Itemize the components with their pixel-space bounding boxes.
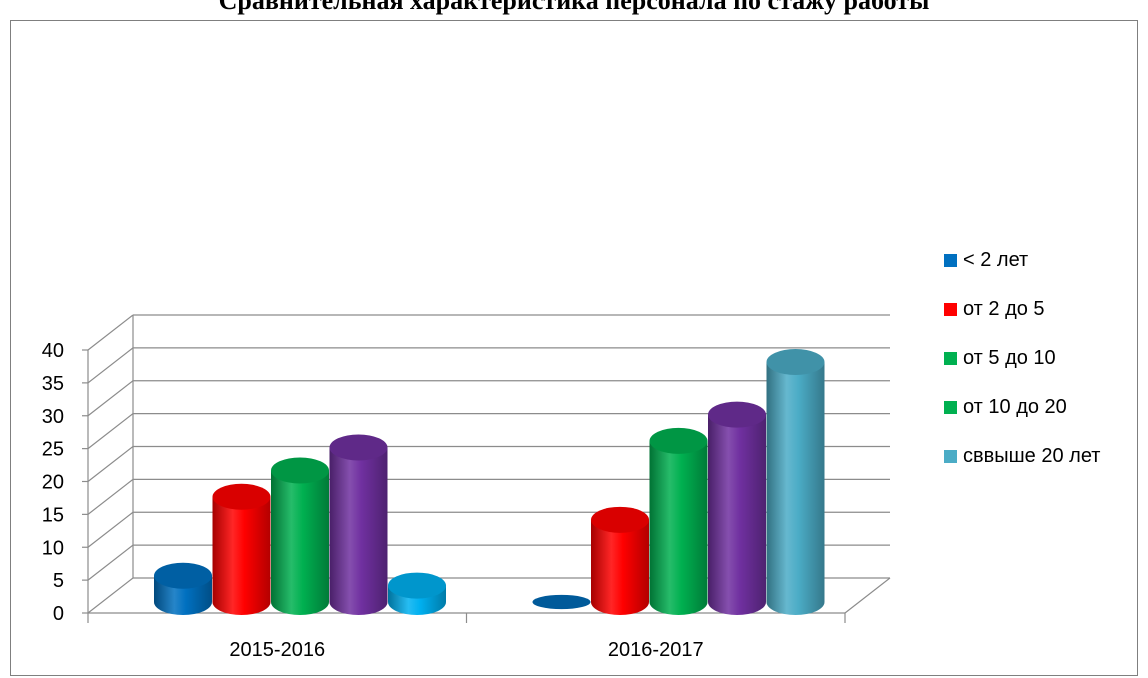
gridline-side	[87, 544, 134, 581]
bar-top	[388, 572, 446, 599]
chart-frame	[10, 20, 1138, 676]
legend-item: от 5 до 10	[944, 334, 1100, 383]
bar-top	[212, 483, 271, 510]
bar-top	[766, 349, 825, 376]
legend-item: сввыше 20 лет	[944, 432, 1100, 481]
bar-top	[591, 506, 649, 533]
x-tick-label: 2015-2016	[229, 639, 325, 661]
legend-label: от 5 до 10	[963, 347, 1056, 369]
gridline-side	[87, 314, 134, 351]
bar	[329, 447, 388, 615]
y-tick-label: 10	[42, 537, 64, 559]
legend-swatch	[944, 401, 957, 414]
y-tick-label: 30	[42, 406, 64, 428]
y-tick-label: 20	[42, 472, 64, 494]
bar-top	[649, 427, 708, 454]
y-tick-label: 40	[42, 340, 64, 362]
bar	[708, 414, 766, 615]
legend-swatch	[944, 254, 957, 267]
y-tick-label: 5	[53, 570, 64, 592]
legend-label: сввыше 20 лет	[963, 445, 1101, 467]
legend-label: от 10 до 20	[963, 396, 1067, 418]
gridline-side	[87, 380, 134, 417]
bar-top	[708, 401, 766, 428]
legend-label: < 2 лет	[963, 249, 1029, 271]
gridline-side	[87, 478, 134, 515]
bar-top	[154, 562, 212, 589]
bar	[532, 594, 591, 610]
legend-item: < 2 лет	[944, 236, 1100, 285]
gridline-side	[87, 511, 134, 548]
gridline-side	[87, 577, 134, 614]
legend-item: от 2 до 5	[944, 285, 1100, 334]
floor-edge	[844, 577, 891, 614]
bar-top	[271, 457, 329, 484]
legend-label: от 2 до 5	[963, 298, 1045, 320]
gridline-side	[87, 347, 134, 384]
bar	[649, 440, 708, 615]
y-tick-label: 15	[42, 504, 64, 526]
bar	[766, 362, 825, 615]
gridline-side	[87, 446, 134, 482]
bar-top	[329, 434, 388, 461]
y-tick-label: 35	[42, 373, 64, 395]
gridline-side	[87, 413, 134, 450]
legend-swatch	[944, 303, 957, 316]
chart-title: Сравнительная характеристика персонала п…	[218, 0, 930, 15]
x-tick-label: 2016-2017	[608, 639, 704, 661]
legend-swatch	[944, 352, 957, 365]
bar	[591, 519, 649, 615]
legend-swatch	[944, 450, 957, 463]
bar	[271, 470, 329, 615]
legend: < 2 лет от 2 до 5 от 5 до 10 от 10 до 20…	[944, 236, 1100, 481]
y-tick-label: 0	[53, 603, 64, 625]
legend-item: от 10 до 20	[944, 383, 1100, 432]
y-tick-label: 25	[42, 439, 64, 461]
bar	[212, 496, 271, 615]
